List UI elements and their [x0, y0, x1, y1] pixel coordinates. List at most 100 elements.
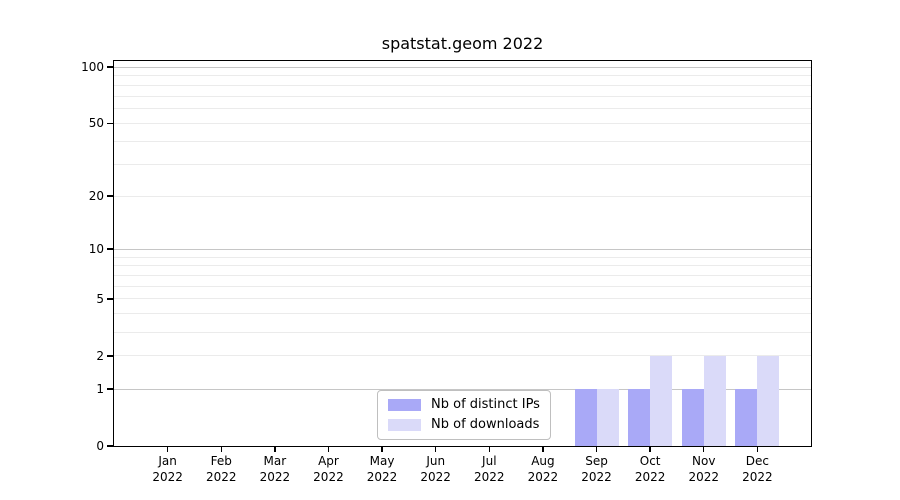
y-tick-label: 2 [96, 348, 104, 363]
x-axis-tick [649, 447, 651, 452]
gridline-minor [114, 298, 811, 300]
y-axis-tick [107, 248, 114, 250]
x-tick-label-year: 2022 [742, 470, 773, 484]
x-tick-label: Nov 2022 [662, 453, 746, 485]
x-tick-label-month: Jul [482, 454, 497, 468]
x-tick-label-year: 2022 [205, 470, 237, 484]
y-axis-tick [107, 195, 114, 197]
gridline-minor [114, 163, 811, 165]
x-axis-tick [274, 447, 276, 452]
gridline-major [114, 388, 811, 390]
gridline-minor [114, 355, 811, 357]
x-axis-tick [327, 447, 330, 452]
x-tick-label: Jan 2022 [126, 453, 210, 485]
x-axis-tick [703, 447, 705, 452]
x-axis-tick [595, 447, 598, 452]
gridline-minor [114, 331, 811, 333]
gridline-minor [114, 75, 811, 77]
x-tick-label-month: Oct [639, 454, 661, 468]
x-axis-tick [166, 447, 169, 452]
plot-area: Nb of distinct IPs Nb of downloads [113, 60, 812, 447]
x-axis-tick [488, 447, 490, 452]
legend-item-distinct-ips: Nb of distinct IPs [388, 397, 540, 412]
y-tick-label: 5 [96, 291, 104, 306]
bar-downloads [596, 389, 619, 446]
y-axis-tick [107, 355, 114, 357]
x-tick-label-month: Jan [158, 454, 177, 468]
bar-distinct-ips [628, 389, 651, 446]
x-tick-label-month: Aug [531, 454, 555, 468]
gridline-minor [114, 122, 811, 124]
gridline-minor [114, 274, 811, 276]
gridline-minor [114, 95, 811, 97]
x-tick-label-year: 2022 [474, 470, 505, 484]
x-tick-label: Feb 2022 [179, 453, 263, 485]
x-axis-tick [220, 447, 222, 452]
x-tick-label-year: 2022 [688, 470, 720, 484]
y-axis-tick [107, 298, 114, 300]
bar-distinct-ips [681, 389, 704, 446]
chart-title: spatstat.geom 2022 [381, 34, 544, 53]
legend-swatch-distinct-ips [388, 398, 421, 411]
x-tick-label: May 2022 [340, 453, 424, 485]
x-tick-label-year: 2022 [313, 470, 344, 484]
gridline-minor [114, 256, 811, 258]
y-tick-label: 0 [96, 439, 104, 453]
x-tick-label-year: 2022 [581, 470, 612, 484]
bar-distinct-ips [574, 389, 597, 446]
legend-swatch-downloads [388, 418, 421, 431]
bar-downloads [650, 355, 673, 446]
bar-downloads [703, 355, 726, 446]
x-tick-label: Apr 2022 [286, 453, 370, 485]
gridline-minor [114, 84, 811, 86]
x-tick-label-year: 2022 [634, 470, 666, 484]
x-tick-label-month: Apr [318, 454, 339, 468]
x-tick-label-month: Nov [692, 454, 716, 468]
bar-downloads [757, 355, 780, 446]
x-tick-label-year: 2022 [527, 470, 559, 484]
y-tick-label: 10 [88, 242, 104, 257]
legend-label-distinct-ips: Nb of distinct IPs [431, 397, 540, 412]
gridline-major [114, 248, 811, 250]
gridline-major [114, 66, 811, 68]
y-tick-label: 100 [81, 60, 104, 75]
bar-distinct-ips [735, 389, 758, 446]
x-axis-tick [381, 447, 383, 452]
x-tick-label-month: Feb [210, 454, 232, 468]
x-tick-label: Jun 2022 [394, 453, 478, 485]
legend: Nb of distinct IPs Nb of downloads [377, 390, 551, 440]
gridline-minor [114, 195, 811, 197]
x-tick-label: Dec 2022 [715, 453, 799, 485]
y-tick-label: 20 [88, 189, 104, 204]
legend-item-downloads: Nb of downloads [388, 417, 540, 432]
gridline-minor [114, 265, 811, 267]
y-axis-tick [107, 66, 114, 68]
x-tick-label-year: 2022 [366, 470, 398, 484]
x-tick-label-year: 2022 [152, 470, 183, 484]
x-tick-label-year: 2022 [420, 470, 451, 484]
legend-label-downloads: Nb of downloads [431, 417, 540, 432]
x-tick-label-month: Sep [585, 454, 608, 468]
x-axis-tick [434, 447, 437, 452]
gridline-minor [114, 313, 811, 315]
gridline-minor [114, 140, 811, 142]
x-axis-tick [756, 447, 759, 452]
y-tick-label: 1 [96, 382, 104, 397]
x-tick-label-year: 2022 [259, 470, 291, 484]
x-tick-label-month: Dec [745, 454, 769, 468]
x-tick-label: Mar 2022 [233, 453, 317, 485]
x-tick-label-month: May [369, 454, 395, 468]
x-tick-label: Oct 2022 [608, 453, 692, 485]
y-tick-label: 50 [88, 116, 104, 131]
x-tick-label: Jul 2022 [447, 453, 531, 485]
y-axis-tick [107, 445, 114, 447]
gridline-minor [114, 108, 811, 110]
y-axis-tick [107, 122, 114, 124]
x-tick-label-month: Jun [426, 454, 446, 468]
x-axis-tick [542, 447, 544, 452]
x-tick-label: Aug 2022 [501, 453, 585, 485]
x-tick-label-month: Mar [263, 454, 287, 468]
x-tick-label: Sep 2022 [555, 453, 639, 485]
gridline-minor [114, 285, 811, 287]
